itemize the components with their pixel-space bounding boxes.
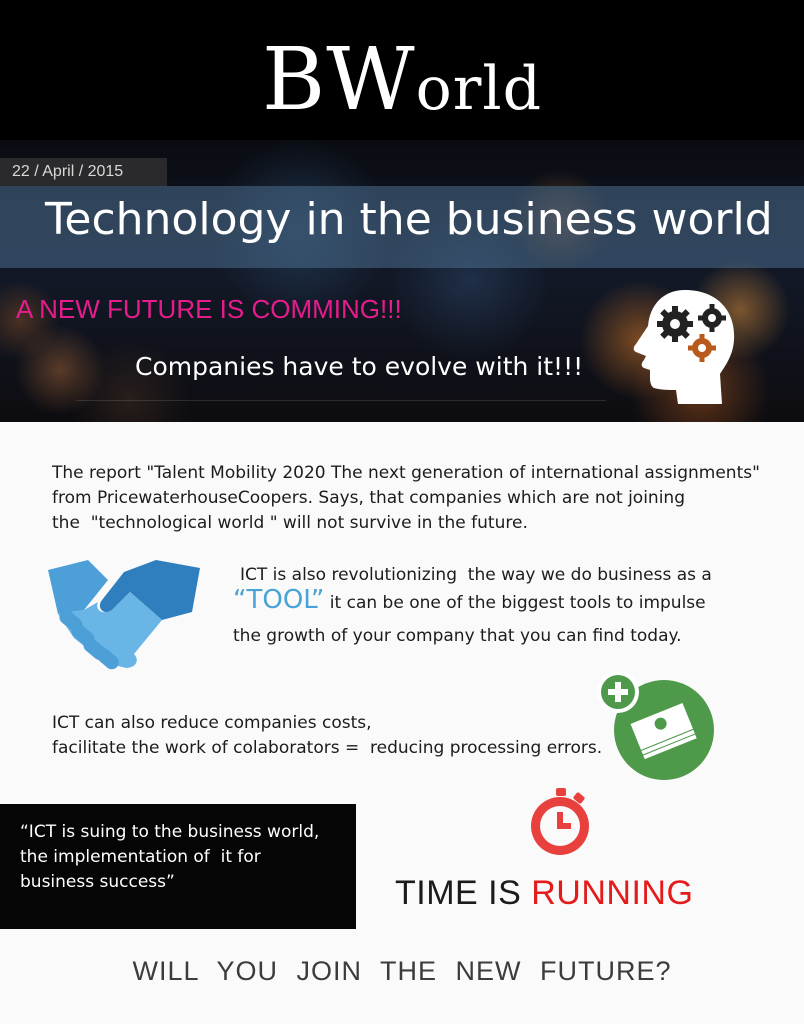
stopwatch-icon (531, 788, 589, 855)
time-running-text: TIME IS RUNNING (395, 874, 694, 912)
money-plus-icon (597, 672, 714, 780)
quote-text: “ICT is suing to the business world, the … (20, 822, 320, 892)
ict-costs-paragraph: ICT can also reduce companies costs, faci… (52, 713, 603, 758)
handshake-icon (48, 560, 200, 670)
tool-highlight: “TOOL” (233, 585, 325, 615)
ict-tool-line2: “TOOL” it can be one of the biggest tool… (233, 585, 706, 615)
title-band (0, 186, 804, 268)
quote-box (0, 804, 356, 929)
page-title: Technology in the business world (45, 194, 773, 245)
date-tag: 22 / April / 2015 (0, 158, 167, 186)
brand-logo: BWorld (262, 30, 542, 130)
ict-tool-line1: ICT is also revolutionizing the way we d… (240, 565, 712, 585)
headline: A NEW FUTURE IS COMMING!!! (16, 294, 402, 324)
call-to-action: WILL YOU JOIN THE NEW FUTURE? (132, 956, 672, 986)
head-gears-icon (633, 290, 735, 404)
intro-paragraph: The report "Talent Mobility 2020 The nex… (52, 463, 760, 533)
subheadline: Companies have to evolve with it!!! (135, 352, 584, 381)
ict-tool-line3: the growth of your company that you can … (233, 626, 682, 646)
subheadline-divider (76, 400, 606, 401)
